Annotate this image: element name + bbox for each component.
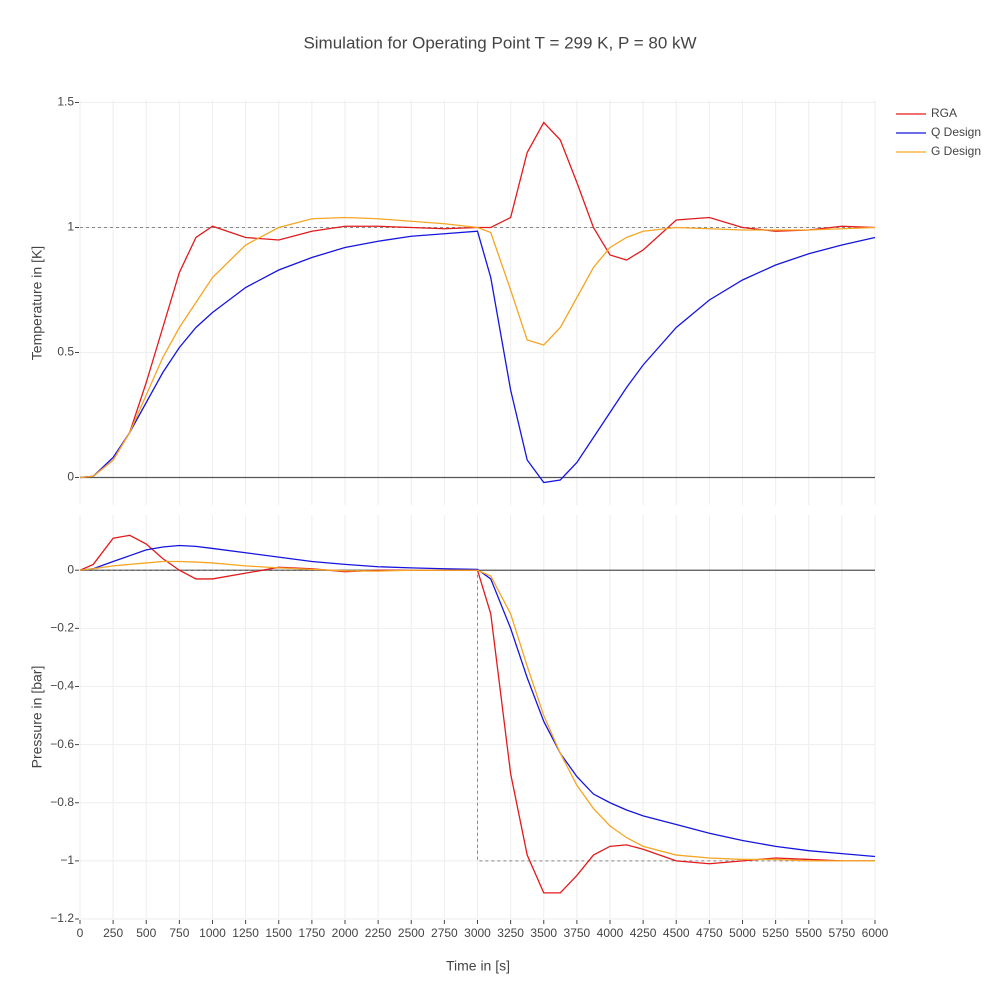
y-tick-label: −0.6 <box>50 737 74 751</box>
x-tick-label: 4750 <box>696 926 723 940</box>
x-tick-label: 2750 <box>431 926 458 940</box>
x-tick-label: 3000 <box>464 926 491 940</box>
x-tick-label: 3250 <box>497 926 524 940</box>
y-tick-label: 1.5 <box>57 95 74 109</box>
x-tick-label: 1000 <box>199 926 226 940</box>
y-tick-label: −0.8 <box>50 795 74 809</box>
y-tick-label: −1 <box>60 853 74 867</box>
x-tick-label: 500 <box>136 926 156 940</box>
x-tick-label: 2000 <box>332 926 359 940</box>
line <box>79 121 876 479</box>
line <box>79 544 876 858</box>
y-tick-label: −0.2 <box>50 621 74 635</box>
x-tick-label: 750 <box>169 926 189 940</box>
legend-label: G Design <box>931 144 981 158</box>
y-axis-label: Pressure in [bar] <box>29 666 45 769</box>
x-tick-label: 3500 <box>530 926 557 940</box>
line <box>79 560 875 862</box>
line <box>79 216 876 479</box>
x-axis-label: Time in [s] <box>446 958 510 974</box>
legend-label: Q Design <box>931 125 981 139</box>
y-tick-label: 0 <box>67 470 74 484</box>
x-tick-label: 5000 <box>729 926 756 940</box>
x-tick-label: 250 <box>103 926 123 940</box>
x-tick-label: 3750 <box>564 926 591 940</box>
x-tick-label: 1500 <box>265 926 292 940</box>
x-tick-label: 1250 <box>232 926 259 940</box>
x-tick-label: 2250 <box>365 926 392 940</box>
y-axis-label: Temperature in [K] <box>29 246 45 360</box>
x-tick-label: 1750 <box>299 926 326 940</box>
x-tick-label: 2500 <box>398 926 425 940</box>
x-tick-label: 5250 <box>762 926 789 940</box>
x-tick-label: 4250 <box>630 926 657 940</box>
y-tick-label: 0 <box>67 562 74 576</box>
setpoint-line <box>80 569 875 862</box>
x-tick-label: 6000 <box>862 926 889 940</box>
line <box>79 230 876 484</box>
x-tick-label: 5500 <box>795 926 822 940</box>
y-tick-label: 1 <box>67 220 74 234</box>
x-tick-label: 0 <box>77 926 84 940</box>
x-tick-label: 4000 <box>597 926 624 940</box>
line <box>79 534 875 894</box>
legend-label: RGA <box>931 106 957 120</box>
y-tick-label: −0.4 <box>50 679 74 693</box>
chart-title: Simulation for Operating Point T = 299 K… <box>303 33 696 52</box>
y-tick-label: −1.2 <box>50 911 74 925</box>
y-tick-label: 0.5 <box>57 345 74 359</box>
x-tick-label: 4500 <box>663 926 690 940</box>
x-tick-label: 5750 <box>829 926 856 940</box>
